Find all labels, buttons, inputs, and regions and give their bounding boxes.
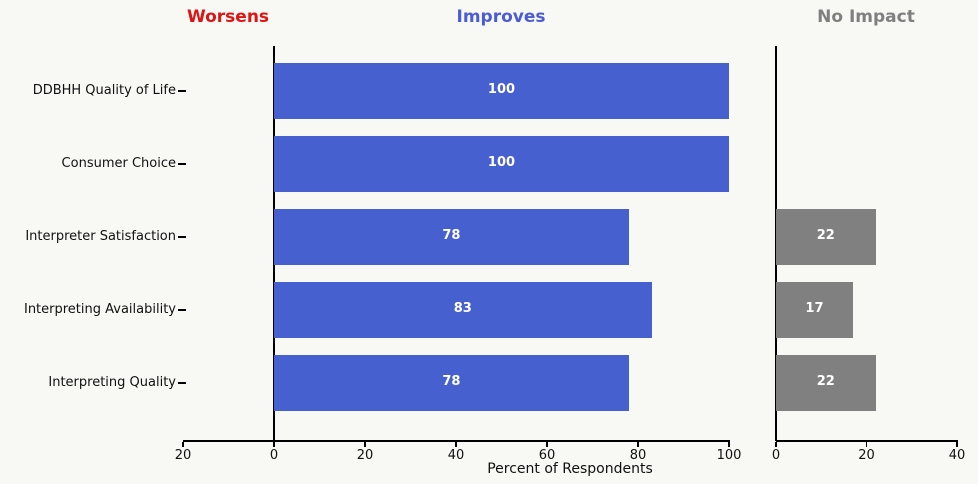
category-label: Interpreting Availability	[23, 302, 176, 317]
bar-no-impact	[776, 355, 876, 411]
bar-no-impact	[776, 282, 853, 338]
y-tick	[178, 309, 186, 311]
x-axis-right-tick-label: 0	[771, 448, 781, 463]
x-axis-main-tick	[273, 441, 275, 447]
x-axis-main-tick-label: 0	[269, 448, 279, 463]
x-axis-main-tick	[182, 441, 184, 447]
bar-value-label: 100	[487, 155, 516, 170]
x-axis-right-tick	[775, 441, 777, 447]
y-tick	[178, 90, 186, 92]
bar-improves	[274, 209, 629, 265]
bar-improves	[274, 63, 729, 119]
x-axis-main-tick-label: 20	[356, 448, 374, 463]
bar-value-label: 83	[453, 301, 472, 316]
category-label: DDBHH Quality of Life	[32, 83, 176, 98]
x-axis-main-tick-label: 20	[174, 448, 192, 463]
panel-header-improves: Improves	[456, 7, 546, 27]
x-axis-main-tick	[637, 441, 639, 447]
panel-header-no-impact: No Impact	[817, 7, 915, 27]
category-label: Consumer Choice	[61, 156, 176, 171]
x-axis-main-tick-label: 80	[629, 448, 647, 463]
x-axis-main-tick	[546, 441, 548, 447]
x-axis-main-tick	[455, 441, 457, 447]
bar-value-label: 100	[487, 82, 516, 97]
x-axis-right-tick-label: 20	[858, 448, 875, 463]
x-axis-main-tick-label: 60	[538, 448, 556, 463]
x-axis-main-tick-label: 40	[447, 448, 465, 463]
x-axis-main-tick	[364, 441, 366, 447]
y-tick	[178, 236, 186, 238]
bar-value-label: 78	[442, 228, 461, 243]
x-axis-line-main	[183, 440, 730, 442]
panel-header-worsens: Worsens	[186, 7, 270, 27]
bar-value-label: 22	[816, 228, 835, 243]
y-tick	[178, 382, 186, 384]
x-axis-main-tick-label: 100	[716, 448, 742, 463]
bar-improves	[274, 136, 729, 192]
x-axis-label: Percent of Respondents	[487, 461, 653, 477]
bar-improves	[274, 355, 629, 411]
x-axis-right-tick-label: 40	[948, 448, 966, 463]
x-axis-line-right	[776, 440, 958, 442]
bar-value-label: 78	[442, 374, 461, 389]
bar-improves	[274, 282, 652, 338]
category-label: Interpreter Satisfaction	[25, 229, 176, 244]
category-label: Interpreting Quality	[48, 375, 176, 390]
zero-line-main	[273, 46, 275, 441]
x-axis-right-tick	[956, 441, 958, 447]
x-axis-right-tick	[865, 441, 868, 447]
y-tick	[178, 163, 186, 165]
bar-value-label: 17	[805, 301, 824, 316]
bar-no-impact	[776, 209, 876, 265]
zero-line-no-impact	[775, 46, 777, 441]
x-axis-main-tick	[728, 441, 730, 447]
bar-value-label: 22	[816, 374, 835, 389]
